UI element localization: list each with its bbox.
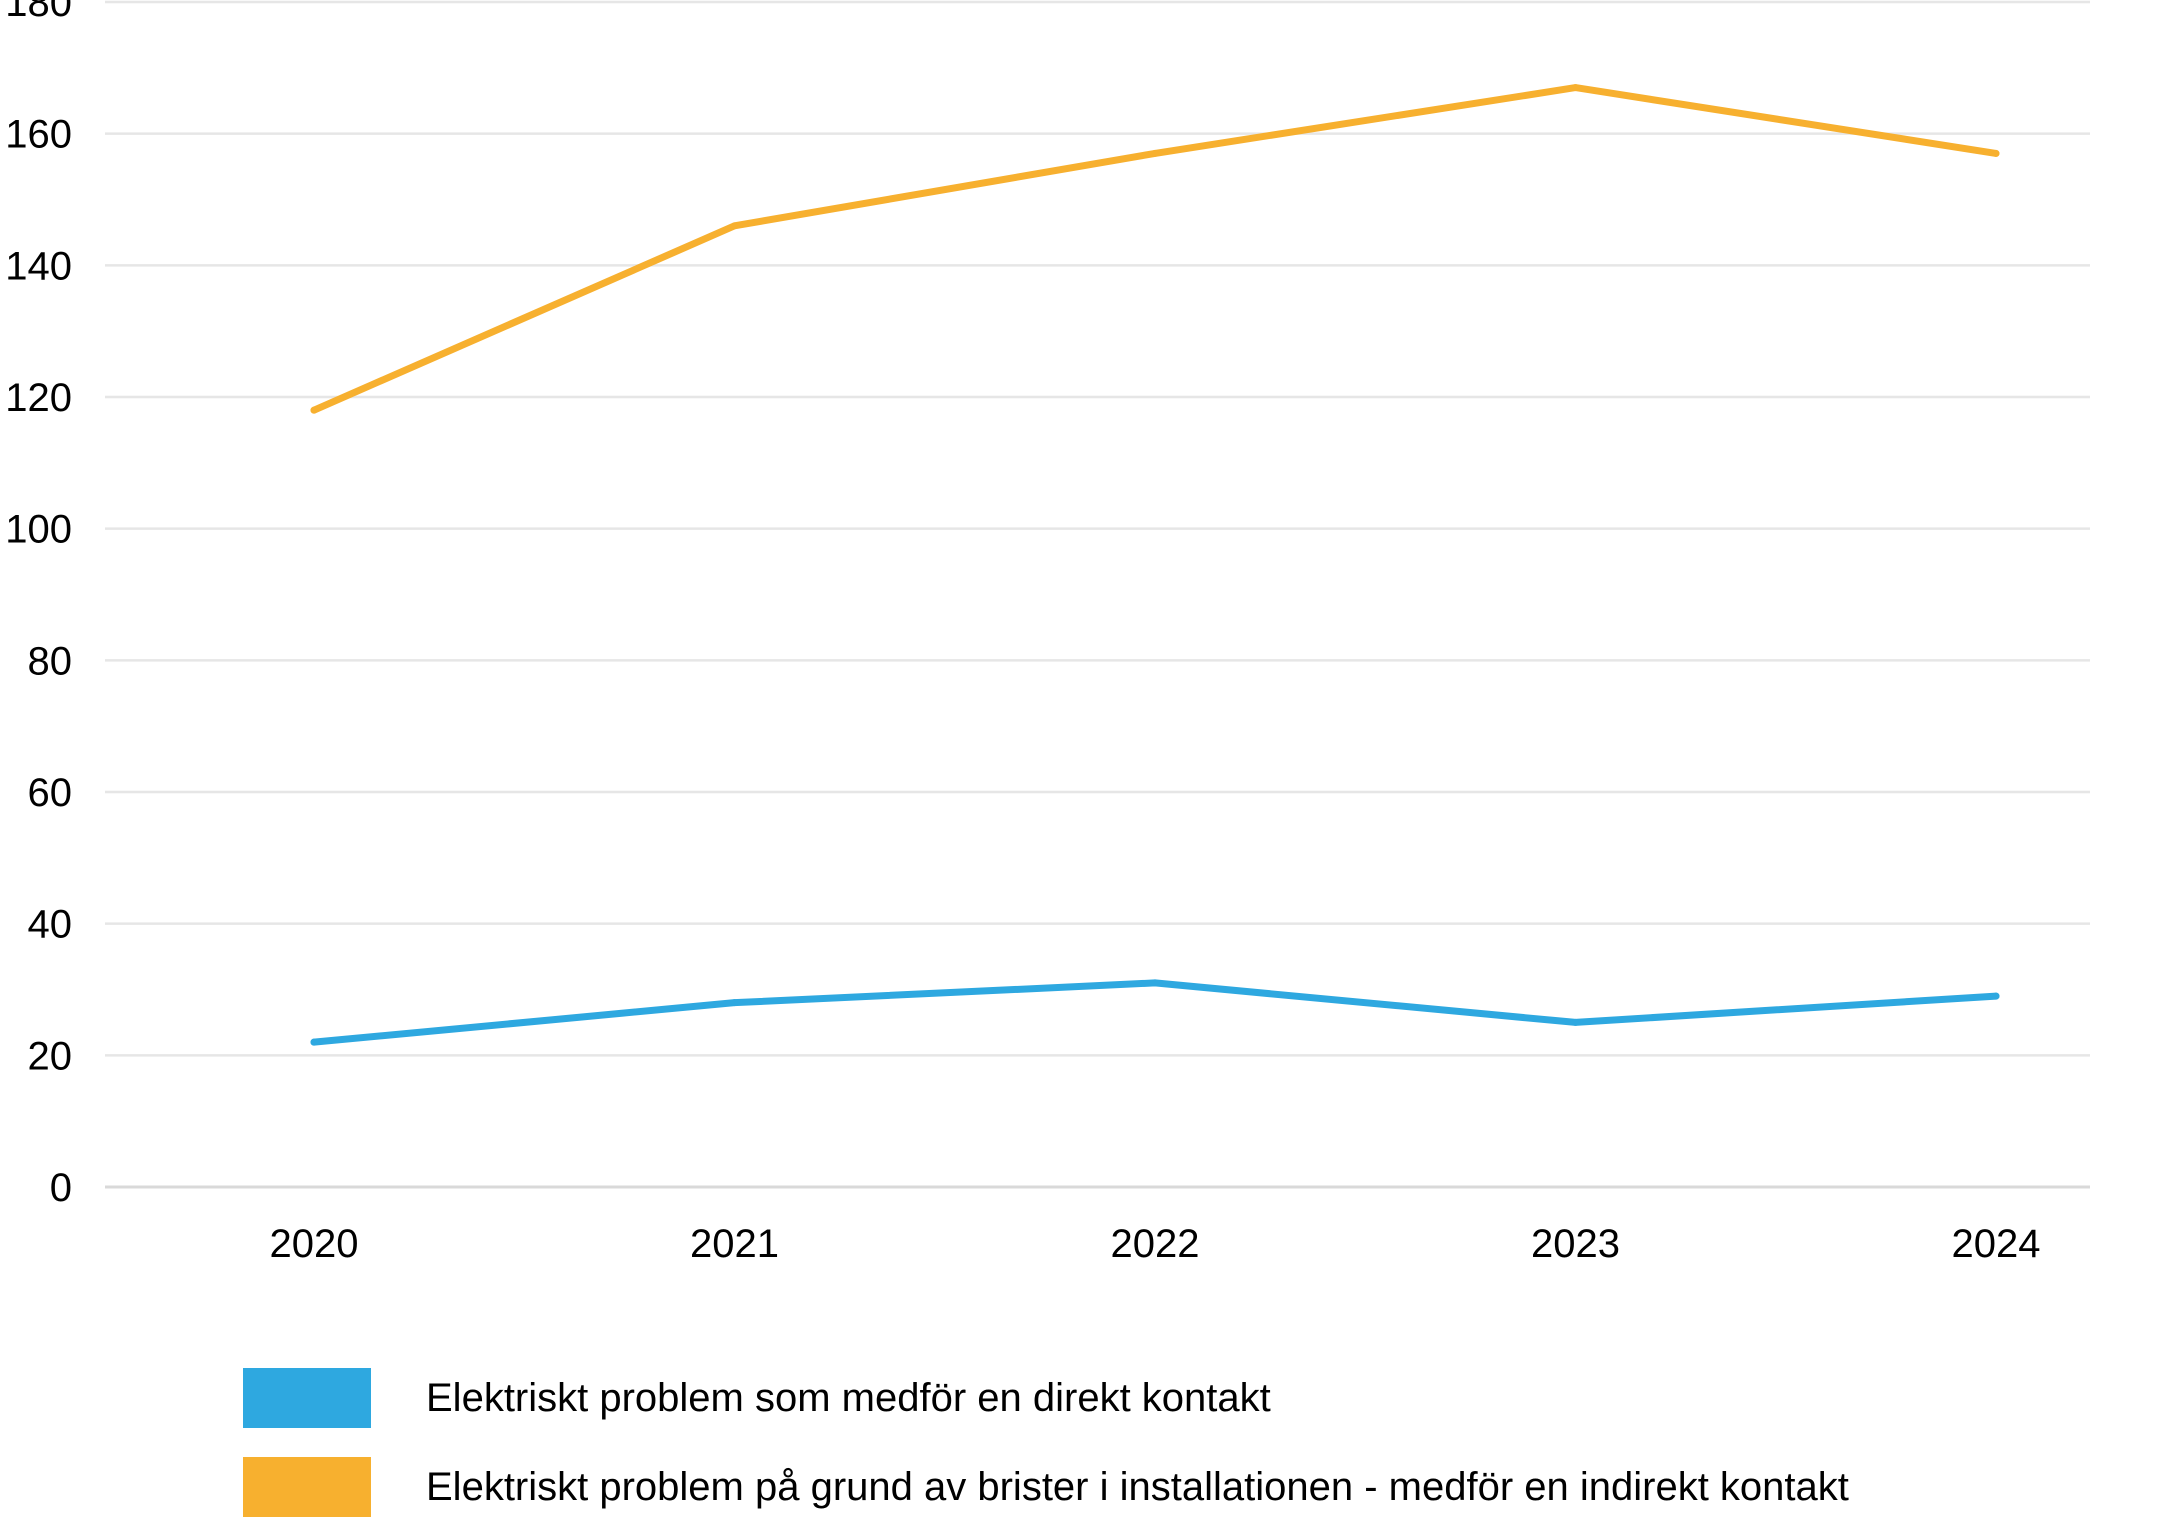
series-lines <box>310 84 2000 1046</box>
series-2-point-2020 <box>310 406 318 414</box>
x-tick-label-2023: 2023 <box>1531 1222 1620 1266</box>
x-tick-label-2022: 2022 <box>1111 1222 1200 1266</box>
y-tick-label-80: 80 <box>28 639 73 683</box>
legend-item-direct-contact: Elektriskt problem som medför en direkt … <box>243 1368 2143 1428</box>
x-tick-label-2024: 2024 <box>1952 1222 2041 1266</box>
y-tick-label-140: 140 <box>5 244 72 288</box>
series-2-point-2023 <box>1572 84 1579 92</box>
y-axis-tick-labels: 0 20 40 60 80 100 120 140 160 180 <box>5 0 72 1210</box>
legend-item-indirect-contact: Elektriskt problem på grund av brister i… <box>243 1457 2143 1517</box>
y-tick-label-60: 60 <box>28 771 73 815</box>
y-tick-label-0: 0 <box>50 1166 72 1210</box>
y-tick-label-20: 20 <box>28 1034 73 1078</box>
legend-label-direct-contact: Elektriskt problem som medför en direkt … <box>426 1376 1271 1420</box>
y-tick-label-160: 160 <box>5 113 72 157</box>
series-2-point-2021 <box>731 222 738 230</box>
series-1-point-2023 <box>1572 1018 1579 1026</box>
y-tick-label-100: 100 <box>5 508 72 552</box>
series-2-point-2024 <box>1992 149 2000 157</box>
series-1-point-2021 <box>731 999 738 1007</box>
grid-lines <box>105 0 2090 1189</box>
series-1-point-2022 <box>1151 979 1159 987</box>
series-2-point-2022 <box>1151 149 1159 157</box>
y-tick-label-120: 120 <box>5 376 72 420</box>
series-line-2 <box>310 84 2000 414</box>
series-1-point-2024 <box>1992 992 2000 1000</box>
legend-swatch-direct-contact <box>243 1368 371 1428</box>
series-line-1 <box>310 979 2000 1046</box>
x-tick-label-2021: 2021 <box>690 1222 779 1266</box>
legend-label-indirect-contact: Elektriskt problem på grund av brister i… <box>426 1465 1849 1509</box>
series-1-point-2020 <box>310 1038 318 1046</box>
y-tick-label-40: 40 <box>28 903 73 947</box>
x-axis-tick-labels: 2020 2021 2022 2023 2024 <box>270 1222 2041 1266</box>
x-tick-label-2020: 2020 <box>270 1222 359 1266</box>
legend-swatch-indirect-contact <box>243 1457 371 1517</box>
y-tick-label-180: 180 <box>5 0 72 25</box>
